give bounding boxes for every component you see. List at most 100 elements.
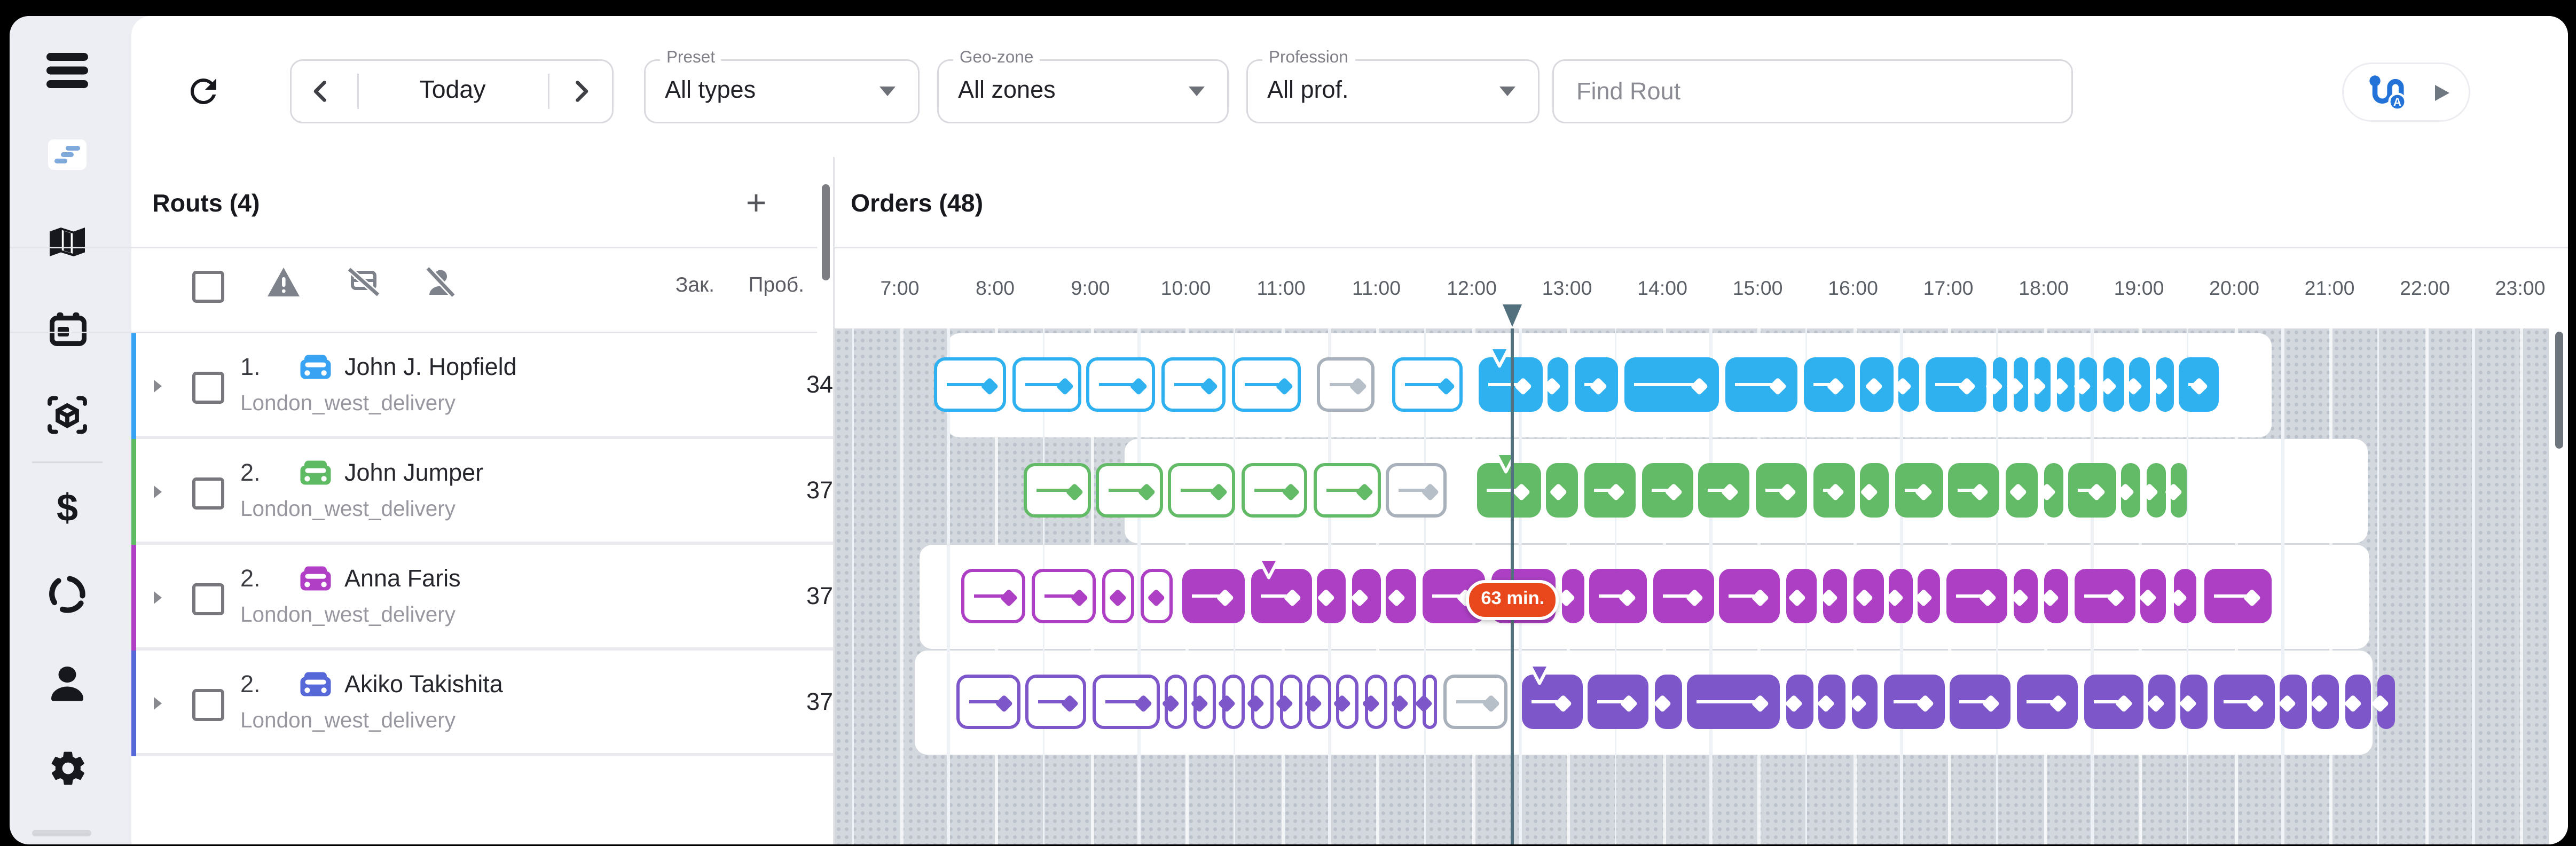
sync-icon[interactable] (32, 559, 103, 630)
order-bar[interactable] (1985, 357, 2008, 412)
order-bar[interactable] (1544, 357, 1569, 412)
order-bar[interactable] (1756, 463, 1808, 518)
add-route-button[interactable]: + (745, 183, 767, 223)
order-bar[interactable] (1025, 675, 1087, 730)
profession-select[interactable]: Profession All prof. (1246, 49, 1540, 123)
order-bar[interactable] (1785, 675, 1813, 730)
order-bar[interactable] (1719, 569, 1781, 624)
order-bar[interactable] (1624, 357, 1720, 412)
route-checkbox[interactable] (191, 477, 224, 510)
order-bar[interactable] (1574, 357, 1619, 412)
routes-scrollbar[interactable] (821, 184, 829, 280)
order-bar[interactable] (1443, 675, 1508, 730)
order-bar[interactable] (1102, 569, 1135, 624)
order-bar[interactable] (1786, 569, 1817, 624)
order-bar[interactable] (1850, 675, 1878, 730)
order-bar[interactable] (2139, 569, 2166, 624)
order-bar[interactable] (1641, 463, 1693, 518)
order-bar[interactable] (2011, 569, 2038, 624)
order-bar[interactable] (1386, 463, 1447, 518)
order-bar[interactable] (1092, 675, 1159, 730)
route-checkbox[interactable] (191, 372, 224, 404)
map-icon[interactable] (32, 207, 103, 277)
column-header-orders[interactable]: Зак. (675, 272, 714, 296)
order-bar[interactable] (2028, 357, 2052, 412)
order-bar[interactable] (1276, 675, 1302, 730)
order-bar[interactable] (1024, 463, 1091, 518)
scan-3d-icon[interactable] (32, 380, 103, 450)
order-bar[interactable] (1247, 675, 1274, 730)
order-bar[interactable] (1317, 357, 1375, 412)
order-bar[interactable] (1653, 569, 1714, 624)
order-bar[interactable] (2147, 675, 2176, 730)
order-bar[interactable] (1590, 569, 1647, 624)
order-bar[interactable] (2005, 463, 2038, 518)
order-bar[interactable] (1168, 463, 1236, 518)
order-bar[interactable] (1853, 569, 1884, 624)
date-label[interactable]: Today (419, 77, 486, 104)
order-bar[interactable] (2068, 463, 2116, 518)
order-bar[interactable] (2099, 357, 2124, 412)
order-bar[interactable] (1231, 357, 1300, 412)
order-bar[interactable] (1219, 675, 1245, 730)
order-bar[interactable] (1241, 463, 1308, 518)
order-bar[interactable] (1086, 357, 1156, 412)
expand-caret-icon[interactable] (154, 696, 162, 709)
order-bar[interactable] (1333, 675, 1360, 730)
order-bar[interactable] (961, 569, 1026, 624)
order-bar[interactable] (2041, 569, 2069, 624)
order-bar[interactable] (1860, 463, 1889, 518)
route-checkbox[interactable] (191, 689, 224, 721)
calendar-icon[interactable] (32, 293, 103, 364)
order-bar[interactable] (1477, 455, 1541, 518)
order-bar[interactable] (1031, 569, 1096, 624)
billing-icon[interactable]: $ (56, 487, 78, 530)
sidebar-item-routes-active[interactable] (34, 125, 101, 192)
warning-filter-icon[interactable] (266, 266, 301, 306)
route-row[interactable]: 2.Akiko TakishitaLondon_west_delivery378… (131, 649, 921, 756)
order-bar[interactable] (1390, 675, 1417, 730)
order-bar[interactable] (1140, 569, 1173, 624)
order-bar[interactable] (1305, 675, 1331, 730)
order-bar[interactable] (2125, 357, 2150, 412)
order-bar[interactable] (1803, 357, 1855, 412)
order-bar[interactable] (1948, 463, 2000, 518)
order-bar[interactable] (1313, 463, 1380, 518)
select-all-checkbox[interactable] (191, 270, 224, 302)
order-bar[interactable] (2164, 463, 2187, 518)
gantt-scrollbar[interactable] (2554, 332, 2563, 449)
order-bar[interactable] (2084, 675, 2143, 730)
order-bar[interactable] (2141, 463, 2166, 518)
next-day-button[interactable] (563, 75, 602, 107)
expand-caret-icon[interactable] (154, 484, 162, 498)
order-bar[interactable] (2006, 357, 2029, 412)
order-bar[interactable] (1546, 463, 1578, 518)
order-bar[interactable] (1886, 569, 1912, 624)
settings-icon[interactable] (32, 732, 103, 803)
order-bar[interactable] (1860, 357, 1894, 412)
order-bar[interactable] (2170, 569, 2196, 624)
order-bar[interactable] (1351, 569, 1380, 624)
order-bar[interactable] (1190, 675, 1216, 730)
order-bar[interactable] (1161, 357, 1226, 412)
route-row[interactable]: 1. John J. Hopfield London_west_delivery 34… (131, 332, 921, 438)
order-bar[interactable] (1386, 569, 1417, 624)
preset-select[interactable]: Preset All types (644, 49, 920, 123)
order-bar[interactable] (2179, 675, 2208, 730)
order-bar[interactable] (1584, 463, 1636, 518)
order-bar[interactable] (1698, 463, 1750, 518)
sidebar-resize-handle[interactable] (32, 830, 91, 836)
order-bar[interactable] (1521, 666, 1583, 730)
order-bar[interactable] (1012, 357, 1081, 412)
order-bar[interactable] (934, 357, 1007, 412)
order-bar[interactable] (1687, 675, 1781, 730)
order-bar[interactable] (2213, 675, 2275, 730)
order-bar[interactable] (1479, 349, 1543, 412)
order-bar[interactable] (1161, 675, 1188, 730)
order-bar[interactable] (2279, 675, 2307, 730)
column-header-mileage[interactable]: Проб. (748, 272, 804, 296)
order-bar[interactable] (2074, 569, 2135, 624)
order-bar[interactable] (1895, 357, 1920, 412)
order-bar[interactable] (1914, 569, 1941, 624)
